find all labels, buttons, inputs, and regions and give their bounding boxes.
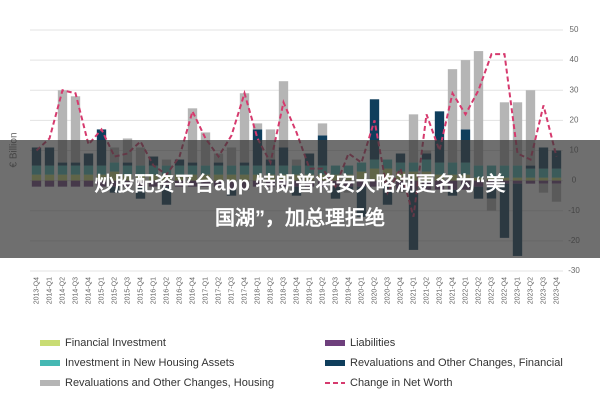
x-tick-label: 2017-Q2 [215,277,222,304]
x-tick-label: 2023-Q4 [553,277,560,304]
x-tick-label: 2015-Q1 [98,277,105,304]
x-tick-label: 2016-Q4 [189,277,196,304]
x-tick-label: 2020-Q4 [397,277,404,304]
x-tick-label: 2016-Q3 [176,277,183,304]
x-tick-label: 2013-Q4 [33,277,40,304]
x-tick-label: 2017-Q4 [241,277,248,304]
bar-segment [525,90,536,166]
x-tick-label: 2019-Q4 [345,277,352,304]
x-tick-label: 2015-Q4 [137,277,144,304]
bar-segment [57,90,68,163]
x-tick-label: 2023-Q1 [514,277,521,304]
legend-swatch [40,340,60,346]
x-tick-label: 2015-Q2 [111,277,118,304]
bar-segment [499,102,510,166]
x-tick-label: 2021-Q2 [423,277,430,304]
x-tick-label: 2019-Q2 [319,277,326,304]
legend-label: Financial Investment [65,337,166,349]
x-tick-label: 2022-Q3 [488,277,495,304]
x-tick-label: 2022-Q1 [462,277,469,304]
x-tick-label: 2014-Q4 [85,277,92,304]
bar-segment [369,99,380,160]
y-tick-label: 20 [570,115,579,124]
x-tick-label: 2017-Q1 [202,277,209,304]
x-tick-label: 2014-Q3 [72,277,79,304]
y-tick-label: 30 [570,85,579,94]
x-tick-label: 2020-Q1 [358,277,365,304]
bar-segment [187,108,198,163]
legend-label: Revaluations and Other Changes, Housing [65,377,274,389]
overlay-text: 国湖”，加总理拒绝 [215,205,385,229]
x-tick-label: 2022-Q4 [501,277,508,304]
x-tick-label: 2018-Q3 [280,277,287,304]
x-tick-label: 2014-Q1 [46,277,53,304]
x-tick-label: 2018-Q1 [254,277,261,304]
bar-segment [278,81,289,148]
bar-segment [252,123,263,130]
y-tick-label: -30 [568,266,580,275]
x-tick-label: 2015-Q3 [124,277,131,304]
x-tick-label: 2023-Q2 [527,277,534,304]
legend-label: Revaluations and Other Changes, Financia… [350,357,563,369]
bar-segment [434,111,445,163]
bar-segment [473,51,484,166]
x-tick-label: 2014-Q2 [59,277,66,304]
x-tick-label: 2016-Q1 [150,277,157,304]
legend-label: Change in Net Worth [350,377,453,389]
bar-segment [317,123,328,136]
legend-swatch [325,340,345,346]
bar-segment [460,60,471,130]
x-tick-label: 2023-Q3 [540,277,547,304]
x-tick-label: 2017-Q3 [228,277,235,304]
x-tick-label: 2018-Q2 [267,277,274,304]
x-tick-label: 2021-Q1 [410,277,417,304]
x-tick-label: 2019-Q1 [306,277,313,304]
bar-segment [70,96,81,163]
x-tick-label: 2021-Q4 [449,277,456,304]
legend-swatch [325,360,345,366]
legend-label: Investment in New Housing Assets [65,357,235,369]
y-tick-label: 40 [570,55,579,64]
x-tick-label: 2016-Q2 [163,277,170,304]
legend-swatch [40,360,60,366]
x-tick-label: 2021-Q3 [436,277,443,304]
y-tick-label: 50 [570,25,579,34]
x-tick-label: 2018-Q4 [293,277,300,304]
x-tick-label: 2022-Q2 [475,277,482,304]
overlay-banner [0,140,600,258]
legend-swatch [40,380,60,386]
bar-segment [408,114,419,163]
x-tick-label: 2020-Q3 [384,277,391,304]
bar-segment [447,69,458,163]
bar-segment [512,102,523,166]
overlay-text: 炒股配资平台app 特朗普将安大略湖更名为“美 [94,171,506,195]
x-tick-label: 2019-Q3 [332,277,339,304]
bar-segment [239,93,250,163]
x-tick-label: 2020-Q2 [371,277,378,304]
legend-label: Liabilities [350,337,396,349]
